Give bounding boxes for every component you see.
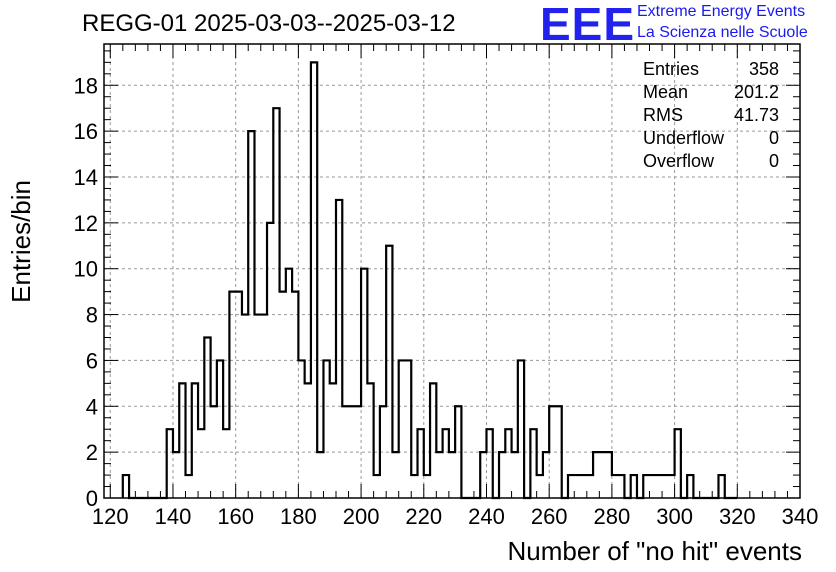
x-tick-label: 180 — [280, 504, 317, 529]
x-tick-label: 240 — [468, 504, 505, 529]
histogram-bin — [512, 452, 518, 498]
stats-row-rms: RMS 41.73 — [643, 104, 779, 127]
histogram-bin — [650, 475, 656, 498]
histogram-bin — [236, 292, 242, 498]
histogram-bin — [305, 383, 311, 498]
stats-value: 358 — [748, 59, 779, 79]
y-tick-label: 4 — [86, 394, 98, 419]
histogram-bin — [374, 475, 380, 498]
y-tick-label: 12 — [74, 211, 98, 236]
histogram-bin — [587, 475, 593, 498]
stats-row-mean: Mean 201.2 — [643, 81, 779, 104]
histogram-bin — [574, 475, 580, 498]
stats-value: 41.73 — [733, 105, 779, 125]
y-tick-label: 8 — [86, 303, 98, 328]
y-axis-label: Entries/bin — [6, 180, 36, 303]
stats-label: Underflow — [643, 128, 725, 148]
y-tick-label: 14 — [74, 165, 98, 190]
stats-label: Mean — [643, 82, 689, 102]
histogram-bin — [223, 429, 229, 498]
y-tick-label: 2 — [86, 440, 98, 465]
y-tick-label: 10 — [74, 257, 98, 282]
x-tick-label: 340 — [782, 504, 819, 529]
histogram-bin — [537, 475, 543, 498]
y-tick-label: 16 — [74, 119, 98, 144]
x-tick-label: 200 — [343, 504, 380, 529]
eee-logo: EEE — [540, 0, 636, 50]
stats-row-underflow: Underflow 0 — [643, 127, 779, 150]
histogram-bin — [656, 475, 662, 498]
x-tick-label: 320 — [719, 504, 756, 529]
histogram-bin — [186, 475, 192, 498]
histogram-bin — [280, 292, 286, 498]
histogram-bin — [198, 429, 204, 498]
x-axis-label: Number of "no hit" events — [507, 536, 803, 566]
stats-label: Entries — [643, 59, 700, 79]
histogram-bin — [436, 452, 442, 498]
histogram-bin — [411, 475, 417, 498]
histogram-bin — [330, 383, 336, 498]
histogram-bin — [286, 269, 292, 498]
histogram-bin — [424, 475, 430, 498]
chart-title: REGG-01 2025-03-03--2025-03-12 — [82, 10, 456, 37]
histogram-bin — [173, 452, 179, 498]
stats-box: Entries 358 Mean 201.2 RMS 41.73 Underfl… — [643, 58, 779, 173]
histogram-bin — [599, 452, 605, 498]
x-tick-label: 160 — [217, 504, 254, 529]
logo-line-1: Extreme Energy Events — [637, 3, 806, 20]
x-tick-label: 120 — [92, 504, 129, 529]
histogram-bin — [662, 475, 668, 498]
histogram-bin — [581, 475, 587, 498]
stats-label: RMS — [643, 105, 683, 125]
logo-line-2: La Scienza nelle Scuole — [637, 24, 808, 41]
y-tick-label: 0 — [86, 486, 98, 511]
histogram-bin — [612, 475, 618, 498]
stats-value: 0 — [768, 151, 779, 171]
x-tick-label: 300 — [656, 504, 693, 529]
histogram-bin — [317, 452, 323, 498]
stats-value: 0 — [768, 128, 779, 148]
y-tick-label: 18 — [74, 73, 98, 98]
stats-value: 201.2 — [733, 82, 779, 102]
x-tick-label: 280 — [594, 504, 631, 529]
histogram-bin — [449, 452, 455, 498]
stats-row-entries: Entries 358 — [643, 58, 779, 81]
x-tick-label: 260 — [531, 504, 568, 529]
x-tick-label: 220 — [405, 504, 442, 529]
plot-frame — [103, 43, 801, 499]
histogram-bin — [668, 475, 674, 498]
stats-row-overflow: Overflow 0 — [643, 150, 779, 173]
y-tick-label: 6 — [86, 348, 98, 373]
histogram-outline — [121, 61, 738, 500]
x-tick-label: 140 — [155, 504, 192, 529]
histogram-bin — [392, 452, 398, 498]
stats-label: Overflow — [643, 151, 715, 171]
